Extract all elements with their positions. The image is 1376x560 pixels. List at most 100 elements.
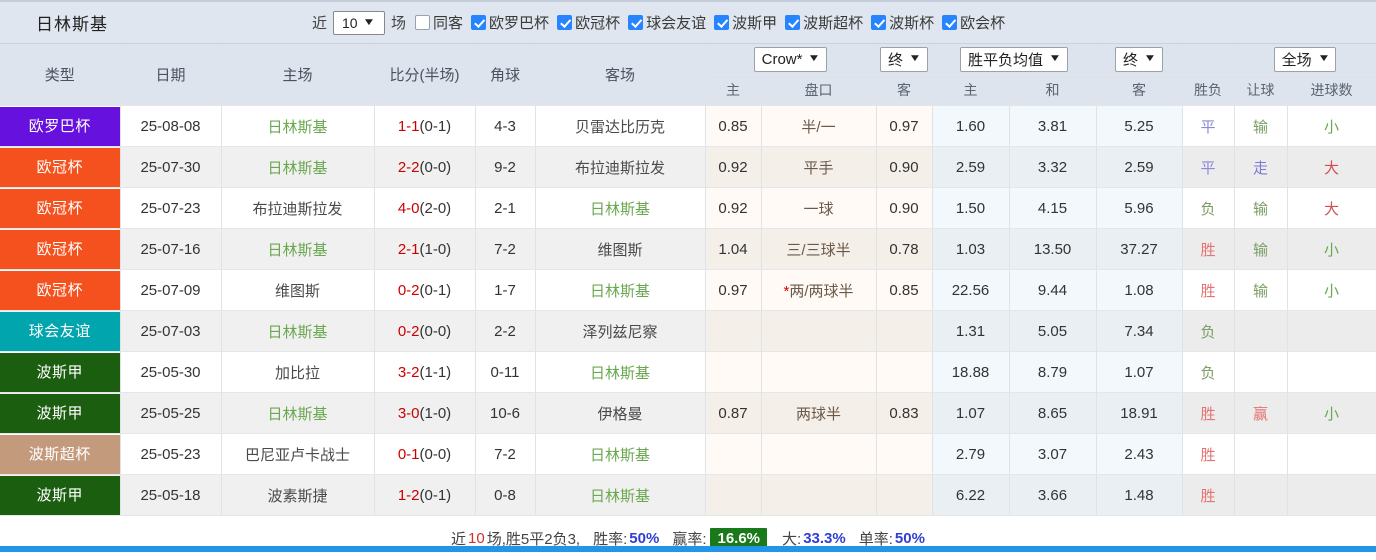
competition-checkbox-2[interactable] — [628, 15, 644, 30]
col-header-handicap-home: 主 — [705, 74, 762, 106]
halftime-score: (0-0) — [419, 322, 452, 340]
competition-checkbox-4[interactable] — [785, 15, 801, 30]
table-row[interactable]: 波斯甲 25-05-25 日林斯基 3-0(1-0) 10-6 伊格曼 0.87 两球半 0.8… — [0, 392, 1376, 434]
cell-score[interactable]: 1-1(0-1) — [374, 105, 476, 147]
cell-odds-home: 1.50 — [932, 187, 1010, 229]
handicap-stage-select[interactable]: 终 ▼ — [880, 46, 928, 72]
cell-odds-away: 37.27 — [1096, 228, 1183, 270]
cell-odds-draw: 8.79 — [1009, 351, 1097, 393]
competition-checkbox-3[interactable] — [714, 15, 730, 30]
table-row[interactable]: 欧罗巴杯 25-08-08 日林斯基 1-1(0-1) 4-3 贝雷达比历克 0.85 半/一… — [0, 105, 1376, 147]
cell-away-team[interactable]: 日林斯基 — [535, 269, 706, 311]
table-row[interactable]: 欧冠杯 25-07-09 维图斯 0-2(0-1) 1-7 日林斯基 0.97 *两/两球半 0… — [0, 269, 1376, 311]
bookmaker-select[interactable]: Crow* ▼ — [753, 46, 828, 72]
cell-score[interactable]: 3-0(1-0) — [374, 392, 476, 434]
cell-home-team[interactable]: 日林斯基 — [221, 310, 375, 352]
cell-score[interactable]: 0-2(0-0) — [374, 310, 476, 352]
table-row[interactable]: 欧冠杯 25-07-16 日林斯基 2-1(1-0) 7-2 维图斯 1.04 三/三球半 0.… — [0, 228, 1376, 270]
cell-home-team[interactable]: 日林斯基 — [221, 146, 375, 188]
cell-competition-type[interactable]: 波斯甲 — [0, 474, 121, 516]
cell-result-wl: 胜 — [1182, 228, 1235, 270]
recent-count-select[interactable]: 10 ▼ — [333, 10, 386, 35]
table-head: 类型 日期 主场 比分(半场) 角球 客场 Crow* ▼ 终 ▼ — [0, 44, 1376, 106]
cell-score[interactable]: 2-2(0-0) — [374, 146, 476, 188]
cell-away-team[interactable]: 泽列兹尼察 — [535, 310, 706, 352]
table-row[interactable]: 球会友谊 25-07-03 日林斯基 0-2(0-0) 2-2 泽列兹尼察 1.31 5.05… — [0, 310, 1376, 352]
same-venue-checkbox[interactable] — [415, 15, 431, 30]
cell-score[interactable]: 4-0(2-0) — [374, 187, 476, 229]
cell-home-team[interactable]: 日林斯基 — [221, 228, 375, 270]
competition-badge: 波斯甲 — [0, 352, 119, 392]
summary-footer: 近 10 场,胜5平2负3, 胜率: 50% 赢率: 16.6% 大: 33.3… — [0, 516, 1376, 560]
cell-handicap-home — [705, 310, 762, 352]
cell-competition-type[interactable]: 欧罗巴杯 — [0, 105, 121, 147]
cell-home-team[interactable]: 日林斯基 — [221, 105, 375, 147]
cell-home-team[interactable]: 波素斯捷 — [221, 474, 375, 516]
halftime-score: (1-0) — [419, 404, 452, 422]
summary-bigrate-label: 大: — [782, 530, 802, 548]
cell-away-team[interactable]: 贝雷达比历克 — [535, 105, 706, 147]
handicap-stage-select-cell: 终 ▼ — [876, 44, 933, 75]
table-row[interactable]: 波斯超杯 25-05-23 巴尼亚卢卡战士 0-1(0-0) 7-2 日林斯基 2.79 3.… — [0, 433, 1376, 475]
chevron-down-icon: ▼ — [1316, 53, 1331, 64]
odds-stage-select[interactable]: 终 ▼ — [1115, 46, 1163, 72]
table-row[interactable]: 波斯甲 25-05-30 加比拉 3-2(1-1) 0-11 日林斯基 18.88 8.79 1… — [0, 351, 1376, 393]
table-row[interactable]: 欧冠杯 25-07-30 日林斯基 2-2(0-0) 9-2 布拉迪斯拉发 0.92 平手 0.… — [0, 146, 1376, 188]
competition-checkbox-1[interactable] — [557, 15, 573, 30]
halftime-score: (2-0) — [419, 199, 452, 217]
cell-odds-home: 1.07 — [932, 392, 1010, 434]
cell-away-team[interactable]: 日林斯基 — [535, 433, 706, 475]
col-header-result-wl: 胜负 — [1182, 74, 1235, 106]
halftime-score: (0-0) — [419, 158, 452, 176]
cell-competition-type[interactable]: 球会友谊 — [0, 310, 121, 352]
odds-type-select[interactable]: 胜平负均值 ▼ — [960, 46, 1068, 72]
table-row[interactable]: 波斯甲 25-05-18 波素斯捷 1-2(0-1) 0-8 日林斯基 6.22 3.66 1.… — [0, 474, 1376, 516]
competition-checkbox-5[interactable] — [871, 15, 887, 30]
cell-away-team[interactable]: 布拉迪斯拉发 — [535, 146, 706, 188]
cell-home-team[interactable]: 加比拉 — [221, 351, 375, 393]
cell-score[interactable]: 1-2(0-1) — [374, 474, 476, 516]
cell-odds-away: 2.59 — [1096, 146, 1183, 188]
cell-away-team[interactable]: 伊格曼 — [535, 392, 706, 434]
cell-score[interactable]: 2-1(1-0) — [374, 228, 476, 270]
halftime-score: (1-0) — [419, 240, 452, 258]
scope-select[interactable]: 全场 ▼ — [1273, 46, 1337, 72]
competition-label-4: 波斯超杯 — [803, 15, 864, 32]
competition-checkbox-6[interactable] — [942, 15, 958, 30]
cell-home-team[interactable]: 巴尼亚卢卡战士 — [221, 433, 375, 475]
cell-competition-type[interactable]: 波斯甲 — [0, 351, 121, 393]
competition-label-5: 波斯杯 — [889, 15, 935, 32]
cell-odds-home: 6.22 — [932, 474, 1010, 516]
cell-handicap-home — [705, 351, 762, 393]
competition-checkbox-0[interactable] — [471, 15, 487, 30]
cell-competition-type[interactable]: 欧冠杯 — [0, 228, 121, 270]
chevron-down-icon: ▼ — [807, 53, 822, 64]
cell-competition-type[interactable]: 欧冠杯 — [0, 269, 121, 311]
cell-handicap-home — [705, 474, 762, 516]
cell-score[interactable]: 0-2(0-1) — [374, 269, 476, 311]
cell-competition-type[interactable]: 欧冠杯 — [0, 146, 121, 188]
cell-odds-draw: 3.07 — [1009, 433, 1097, 475]
halftime-score: (0-0) — [419, 445, 452, 463]
summary-profitrate-badge: 16.6% — [710, 527, 768, 549]
cell-home-team[interactable]: 维图斯 — [221, 269, 375, 311]
cell-handicap-home: 1.04 — [705, 228, 762, 270]
cell-handicap-line: 三/三球半 — [761, 228, 877, 270]
cell-competition-type[interactable]: 波斯甲 — [0, 392, 121, 434]
cell-away-team[interactable]: 日林斯基 — [535, 474, 706, 516]
cell-away-team[interactable]: 日林斯基 — [535, 187, 706, 229]
cell-score[interactable]: 0-1(0-0) — [374, 433, 476, 475]
cell-competition-type[interactable]: 欧冠杯 — [0, 187, 121, 229]
odds-type-value: 胜平负均值 — [968, 51, 1044, 69]
cell-away-team[interactable]: 维图斯 — [535, 228, 706, 270]
cell-home-team[interactable]: 布拉迪斯拉发 — [221, 187, 375, 229]
cell-result-handicap: 输 — [1234, 228, 1288, 270]
cell-home-team[interactable]: 日林斯基 — [221, 392, 375, 434]
cell-date: 25-07-03 — [120, 310, 222, 352]
table-row[interactable]: 欧冠杯 25-07-23 布拉迪斯拉发 4-0(2-0) 2-1 日林斯基 0.92 一球 0.… — [0, 187, 1376, 229]
cell-score[interactable]: 3-2(1-1) — [374, 351, 476, 393]
cell-date: 25-07-16 — [120, 228, 222, 270]
cell-away-team[interactable]: 日林斯基 — [535, 351, 706, 393]
chevron-down-icon: ▼ — [908, 53, 922, 64]
cell-competition-type[interactable]: 波斯超杯 — [0, 433, 121, 475]
